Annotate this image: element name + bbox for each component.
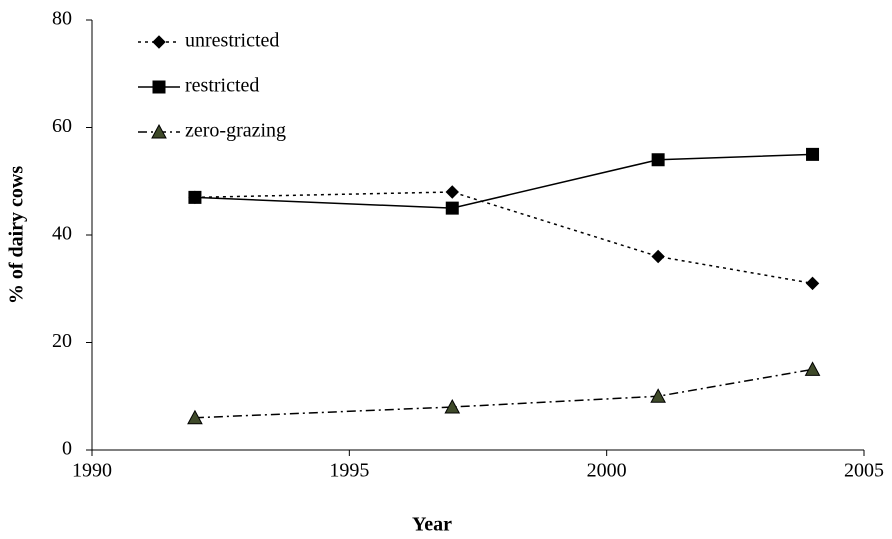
series-line [194, 191, 813, 285]
data-point [445, 201, 459, 215]
y-tick-label: 40 [52, 223, 72, 245]
series-line [194, 368, 813, 419]
data-point [651, 153, 665, 167]
data-point [805, 276, 820, 291]
y-tick-label: 80 [52, 8, 72, 30]
x-axis-title: Year [412, 514, 452, 536]
data-point [651, 249, 665, 264]
x-tick-label: 1995 [329, 460, 369, 482]
legend-marker [152, 80, 166, 94]
data-point [187, 409, 203, 425]
data-point [445, 185, 459, 199]
series-line [194, 153, 813, 209]
data-point [650, 388, 666, 403]
legend-label: zero-grazing [185, 120, 286, 142]
y-tick-label: 60 [52, 115, 72, 137]
data-point [806, 147, 820, 161]
y-axis-title: % of dairy cows [6, 166, 28, 305]
legend-label: unrestricted [185, 30, 279, 52]
data-point [804, 361, 821, 376]
y-tick-label: 0 [62, 438, 72, 460]
data-point [444, 398, 461, 414]
legend-marker [152, 35, 166, 49]
data-point [188, 190, 202, 204]
x-tick-label: 2005 [844, 460, 884, 482]
x-tick-label: 1990 [72, 460, 112, 482]
x-tick-label: 2000 [587, 460, 627, 482]
y-tick-label: 20 [52, 330, 72, 352]
legend-label: restricted [185, 75, 259, 97]
legend-marker [151, 123, 167, 139]
